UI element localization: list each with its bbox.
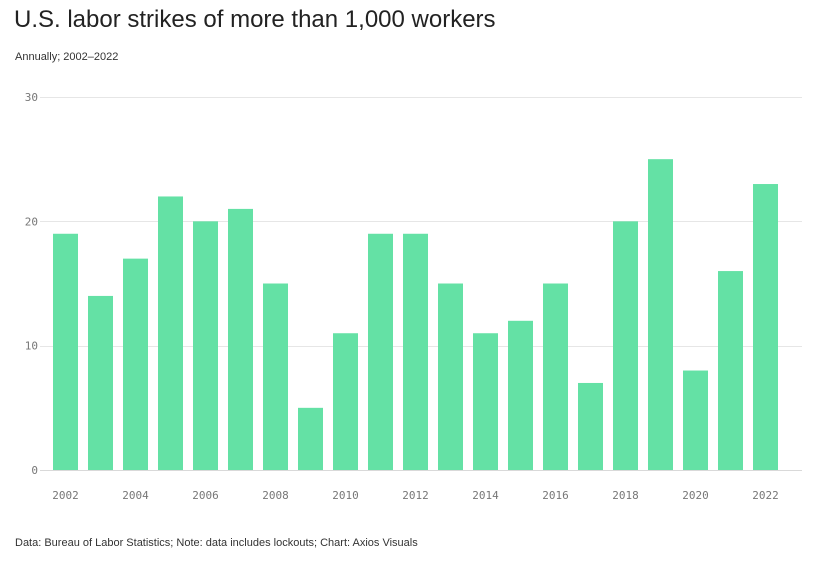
x-tick-label: 2012 — [402, 489, 429, 502]
bar-2008 — [263, 283, 288, 470]
bar-2016 — [543, 283, 568, 470]
y-tick-label: 30 — [25, 91, 38, 104]
bar-2010 — [333, 333, 358, 470]
y-tick-label: 20 — [25, 215, 38, 228]
bars — [53, 159, 778, 471]
chart-source-note: Data: Bureau of Labor Statistics; Note: … — [15, 537, 418, 549]
bar-2009 — [298, 407, 323, 470]
bar-2006 — [193, 221, 218, 470]
bar-2019 — [648, 159, 673, 470]
bar-2014 — [473, 333, 498, 470]
y-tick-label: 10 — [25, 340, 38, 353]
bar-2018 — [613, 221, 638, 470]
x-tick-label: 2004 — [122, 489, 149, 502]
bar-2017 — [578, 382, 603, 470]
bar-2015 — [508, 320, 533, 470]
bar-2005 — [158, 196, 183, 470]
chart-subtitle: Annually; 2002–2022 — [15, 51, 119, 63]
x-tick-label: 2002 — [52, 489, 79, 502]
bar-2022 — [753, 184, 778, 471]
x-tick-label: 2008 — [262, 489, 289, 502]
x-tick-label: 2010 — [332, 489, 359, 502]
bar-2012 — [403, 233, 428, 470]
y-tick-label: 0 — [31, 464, 38, 477]
x-tick-label: 2018 — [612, 489, 639, 502]
bar-2011 — [368, 233, 393, 470]
bar-2002 — [53, 233, 78, 470]
x-tick-label: 2016 — [542, 489, 569, 502]
x-tick-label: 2014 — [472, 489, 499, 502]
x-tick-label: 2020 — [682, 489, 709, 502]
bar-2004 — [123, 258, 148, 470]
x-axis-ticks: 2002 2004 2006 2008 2010 2012 2014 2016 2018 2020… — [52, 489, 779, 502]
bar-2013 — [438, 283, 463, 470]
chart-title: U.S. labor strikes of more than 1,000 wo… — [14, 6, 496, 33]
bar-2021 — [718, 271, 743, 470]
x-tick-label: 2006 — [192, 489, 219, 502]
bar-2003 — [88, 295, 113, 470]
bar-2020 — [683, 370, 708, 470]
bar-2007 — [228, 208, 253, 470]
x-tick-label: 2022 — [752, 489, 779, 502]
